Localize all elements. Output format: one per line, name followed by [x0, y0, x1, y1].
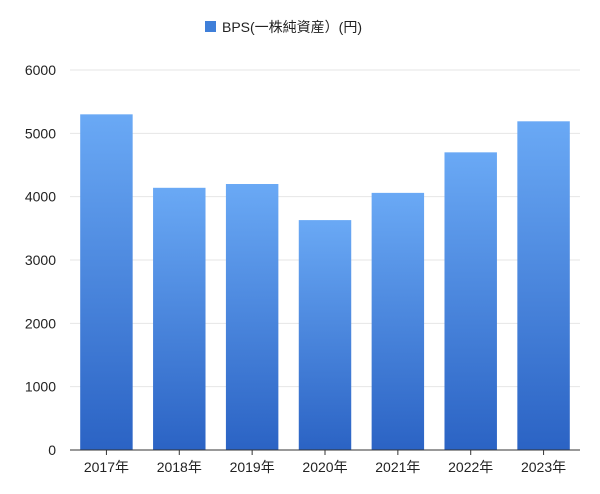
x-tick-label: 2018年 — [157, 459, 202, 475]
bar-2021年 — [371, 192, 425, 450]
bars — [80, 114, 570, 451]
x-tick-label: 2020年 — [302, 459, 347, 475]
bar-2023年 — [517, 121, 570, 451]
x-tick-label: 2017年 — [84, 459, 129, 475]
y-tick-label: 3000 — [25, 252, 56, 268]
bar-2018年 — [153, 187, 206, 451]
y-tick-label: 6000 — [25, 62, 56, 78]
x-tick-label: 2021年 — [375, 459, 420, 475]
bar-2020年 — [298, 220, 352, 450]
x-tick-label: 2023年 — [521, 459, 566, 475]
bar-2019年 — [225, 184, 279, 450]
y-tick-label: 1000 — [25, 379, 56, 395]
y-axis: 0 1000 2000 3000 4000 5000 6000 — [25, 62, 56, 458]
bar-2022年 — [444, 152, 497, 451]
legend-swatch — [205, 21, 216, 32]
y-tick-label: 0 — [48, 442, 56, 458]
legend: BPS(一株純資産）(円) — [205, 19, 362, 35]
x-tick-label: 2019年 — [230, 459, 275, 475]
x-tick-label: 2022年 — [448, 459, 493, 475]
legend-label: BPS(一株純資産）(円) — [222, 19, 362, 35]
bar-2017年 — [80, 114, 133, 450]
y-tick-label: 4000 — [25, 189, 56, 205]
y-tick-label: 2000 — [25, 315, 56, 331]
y-tick-label: 5000 — [25, 125, 56, 141]
x-axis: 2017年 2018年 2019年 2020年 2021年 2022年 2023年 — [70, 449, 580, 475]
